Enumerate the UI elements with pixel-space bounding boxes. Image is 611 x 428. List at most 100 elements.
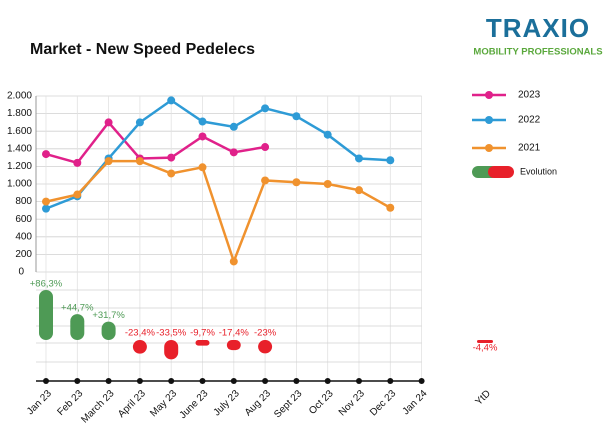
point — [135, 157, 144, 166]
evolution-bar — [226, 340, 241, 351]
x-tick-label: Dec 23 — [368, 388, 398, 418]
point — [104, 118, 113, 127]
evolution-bar-label: +86,3% — [30, 278, 63, 289]
point — [167, 96, 176, 105]
legend-evolution-neg — [488, 166, 514, 178]
point — [73, 158, 82, 167]
x-tick — [168, 378, 175, 384]
point — [292, 178, 301, 187]
legend-label: 2023 — [518, 90, 541, 101]
point — [261, 104, 270, 113]
y-tick-label: 2.000 — [7, 91, 32, 102]
series-line — [45, 120, 266, 165]
point — [229, 148, 238, 157]
y-tick-label: 1.400 — [7, 143, 32, 154]
x-tick — [74, 378, 81, 384]
series-line — [45, 98, 391, 210]
x-tick-label: Feb 23 — [55, 388, 85, 418]
point — [73, 190, 82, 199]
evolution-bar — [132, 340, 147, 354]
x-tick-label: May 23 — [148, 388, 179, 419]
legend-label: 2021 — [518, 143, 541, 154]
y-tick-label: 1.800 — [7, 108, 32, 119]
point — [42, 197, 50, 206]
y-tick-label: 1.000 — [7, 179, 32, 190]
legend-label: Evolution — [520, 166, 557, 176]
point — [229, 257, 238, 266]
evolution-bar — [195, 340, 210, 346]
evolution-bar — [70, 314, 85, 340]
point — [42, 150, 50, 159]
ytd-label: YtD — [473, 388, 493, 408]
legend-marker — [485, 144, 493, 152]
point — [323, 180, 332, 188]
logo: TRAXIO — [486, 13, 590, 43]
x-tick — [105, 378, 112, 384]
chart-title: Market - New Speed Pedelecs — [30, 41, 255, 58]
x-tick — [230, 378, 237, 384]
point — [261, 176, 270, 185]
x-tick — [387, 378, 394, 384]
point — [198, 117, 207, 126]
x-tick-label: Aug 23 — [243, 388, 273, 418]
x-tick — [262, 378, 269, 384]
x-tick-label: Sept 23 — [272, 388, 304, 420]
x-tick-label: June 23 — [178, 388, 211, 421]
evolution-bar — [258, 340, 273, 354]
x-tick-label: March 23 — [79, 388, 117, 426]
x-tick-label: Jan 24 — [401, 388, 430, 417]
x-tick — [324, 378, 331, 384]
x-tick — [199, 378, 206, 384]
evolution-bar-label: -17,4% — [219, 328, 250, 339]
x-tick — [356, 378, 362, 384]
point — [386, 156, 395, 165]
x-tick — [293, 378, 300, 384]
x-tick — [136, 378, 143, 384]
point — [198, 163, 207, 172]
evolution-bar-label: -23% — [254, 328, 277, 339]
point — [167, 153, 176, 162]
point — [135, 118, 144, 127]
evolution-bar — [164, 340, 179, 360]
point — [198, 132, 207, 141]
ytd-bar — [477, 340, 493, 343]
x-tick-label: Nov 23 — [337, 388, 367, 418]
point — [323, 130, 332, 139]
legend-marker — [485, 91, 493, 99]
x-tick-label: July 23 — [212, 388, 242, 418]
evolution-bar-label: +31,7% — [92, 310, 125, 321]
legend-marker — [485, 116, 493, 124]
logo-tagline: MOBILITY PROFESSIONALS — [473, 47, 602, 58]
y-tick-label: 0 — [18, 267, 24, 278]
point — [292, 112, 301, 121]
series-line — [45, 159, 391, 266]
x-tick-label: Jan 23 — [25, 388, 54, 417]
legend-label: 2022 — [518, 115, 541, 126]
point — [355, 186, 363, 195]
y-tick-label: 1.200 — [7, 161, 32, 172]
evolution-bar-label: +44,7% — [61, 303, 94, 314]
point — [104, 157, 113, 166]
x-tick — [43, 378, 49, 384]
point — [167, 169, 176, 178]
point — [229, 122, 238, 131]
y-tick-label: 800 — [15, 196, 32, 207]
evolution-bar-label: -23,4% — [125, 328, 156, 339]
evolution-bar-label: -33,5% — [156, 328, 187, 339]
y-tick-label: 1.600 — [7, 126, 32, 137]
y-tick-label: 600 — [15, 214, 32, 225]
point — [261, 143, 270, 152]
evolution-bar — [39, 289, 53, 340]
x-tick-label: Oct 23 — [307, 388, 336, 417]
evolution-bar — [101, 321, 116, 340]
ytd-bar-label: -4,4% — [473, 343, 498, 354]
x-tick-label: April 23 — [116, 388, 148, 420]
x-tick — [418, 378, 425, 384]
evolution-bar-label: -9,7% — [190, 328, 215, 339]
y-tick-label: 400 — [15, 231, 32, 242]
point — [42, 204, 50, 213]
point — [355, 154, 363, 163]
y-tick-label: 200 — [15, 249, 32, 260]
point — [386, 203, 395, 212]
